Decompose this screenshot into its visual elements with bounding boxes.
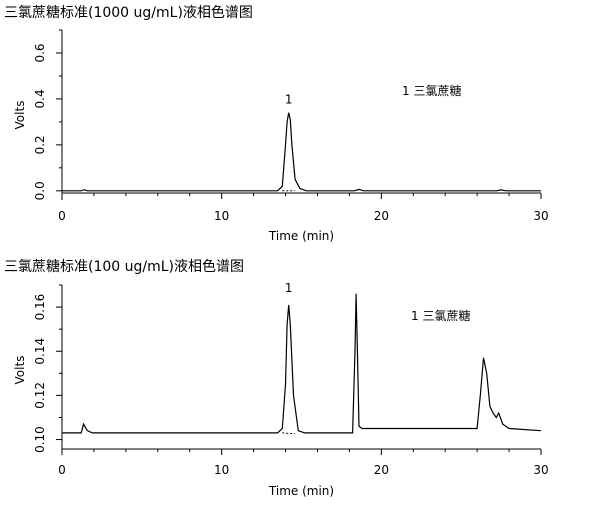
series-line-0 [62, 293, 542, 434]
x-tick-label: 10 [214, 209, 229, 223]
y-tick-label: 0.4 [33, 89, 47, 108]
chart-panel-0: 0 10 20 30 0.0 0.2 0.4 0.6 Time (min) Volts 1 1 三氯蔗… [13, 29, 549, 243]
peak-label: 1 [285, 281, 293, 295]
x-tick-label: 0 [58, 209, 66, 223]
chart-title-bottom: 三氯蔗糖标准(100 ug/mL)液相色谱图 [4, 259, 245, 275]
legend-label: 1 三氯蔗糖 [402, 83, 461, 98]
x-tick-label: 30 [533, 463, 548, 477]
y-tick-label: 0.16 [33, 294, 47, 321]
y-axis-label: Volts [13, 356, 27, 385]
chart-panel-1: 0 10 20 30 0.10 0.12 0.14 0.16 Time (min) Volts 1 1… [13, 281, 549, 498]
x-tick-label: 30 [533, 209, 548, 223]
chart-title-top: 三氯蔗糖标准(1000 ug/mL)液相色谱图 [4, 5, 253, 21]
y-axis-label: Volts [13, 101, 27, 130]
x-axis-label: Time (min) [268, 484, 334, 498]
peak-label: 1 [285, 92, 293, 106]
x-tick-label: 0 [58, 463, 66, 477]
x-axis-label: Time (min) [268, 229, 334, 243]
y-tick-label: 0.2 [33, 135, 47, 154]
y-tick-label: 0.14 [33, 338, 47, 365]
y-tick-label: 0.0 [33, 181, 47, 200]
legend-label: 1 三氯蔗糖 [411, 308, 470, 323]
x-tick-label: 20 [374, 209, 389, 223]
peak-baseline [282, 432, 296, 435]
y-tick-label: 0.10 [33, 426, 47, 453]
x-tick-label: 20 [374, 463, 389, 477]
series-line-0 [62, 112, 541, 192]
y-tick-label: 0.6 [33, 43, 47, 62]
x-tick-label: 10 [214, 463, 229, 477]
y-tick-label: 0.12 [33, 382, 47, 409]
